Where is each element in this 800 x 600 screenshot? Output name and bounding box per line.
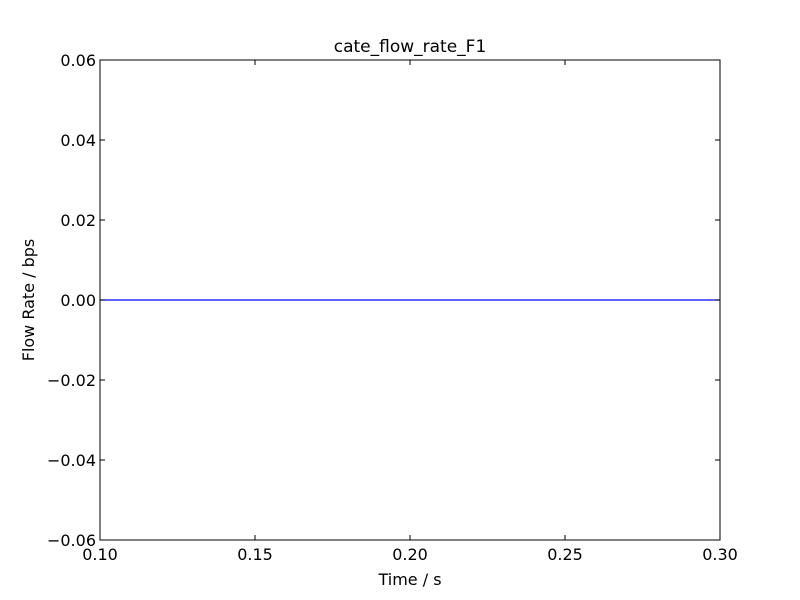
y-tick-label: 0.00 — [60, 291, 96, 310]
y-tick-label: 0.04 — [60, 131, 96, 150]
chart-title: cate_flow_rate_F1 — [334, 37, 487, 57]
x-tick-label: 0.30 — [702, 545, 738, 564]
y-tick-label: −0.06 — [47, 531, 96, 550]
x-axis-ticks: 0.10 0.15 0.20 0.25 0.30 — [82, 60, 738, 564]
plot-area — [99, 59, 721, 541]
x-tick-label: 0.25 — [547, 545, 583, 564]
x-tick-label: 0.10 — [82, 545, 118, 564]
y-axis-label: Flow Rate / bps — [19, 239, 38, 362]
y-tick-label: 0.02 — [60, 211, 96, 230]
x-axis-label: Time / s — [377, 570, 441, 589]
y-axis-ticks: −0.06 −0.04 −0.02 0.00 0.02 0.04 0.06 — [47, 51, 720, 550]
y-tick-label: 0.06 — [60, 51, 96, 70]
x-tick-label: 0.15 — [237, 545, 273, 564]
x-tick-label: 0.20 — [392, 545, 428, 564]
y-tick-label: −0.04 — [47, 451, 96, 470]
y-tick-label: −0.02 — [47, 371, 96, 390]
